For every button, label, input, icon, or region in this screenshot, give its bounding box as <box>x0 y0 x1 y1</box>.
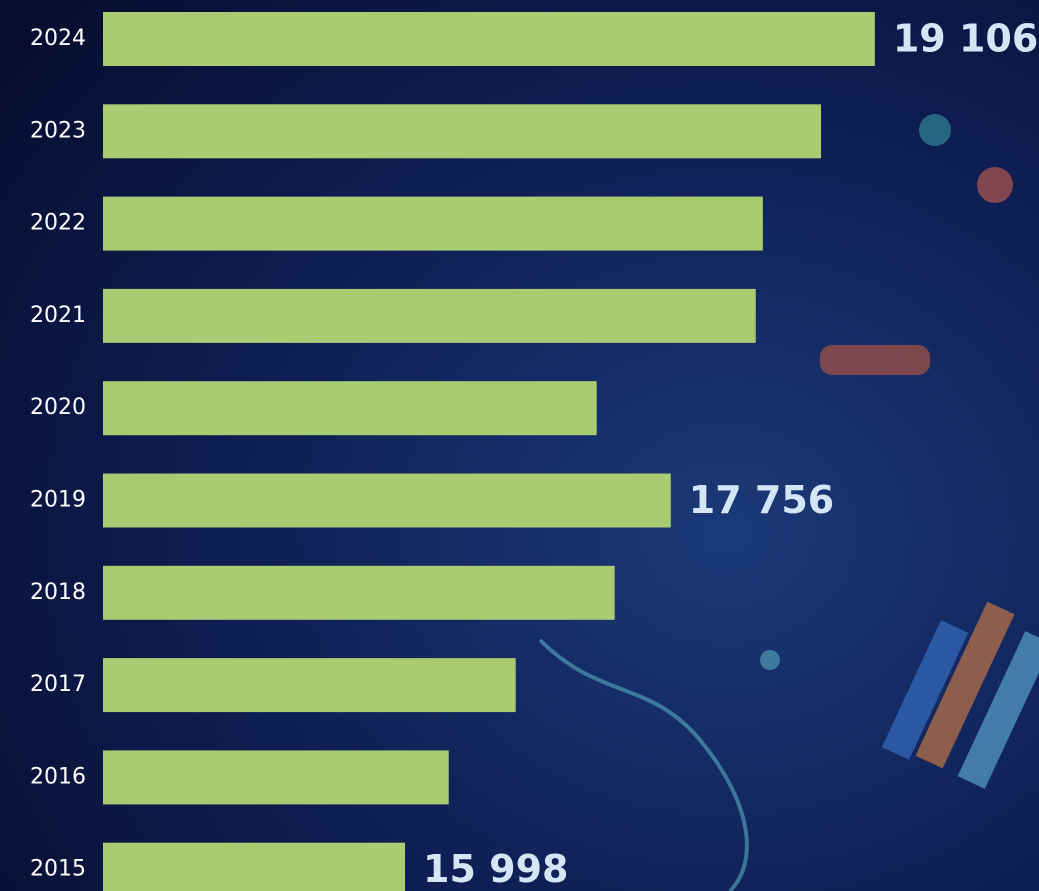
bar <box>103 104 822 159</box>
value-label: 15 998 <box>423 847 568 891</box>
y-tick-label: 2016 <box>30 764 86 789</box>
y-tick-label: 2024 <box>30 26 86 51</box>
bar <box>103 288 756 343</box>
value-label: 19 106 <box>893 17 1038 61</box>
y-tick-label: 2021 <box>30 303 86 328</box>
bar <box>103 750 449 805</box>
bar <box>103 565 615 620</box>
background-decoration <box>538 114 1039 891</box>
y-tick-label: 2019 <box>30 488 86 513</box>
bar <box>103 658 516 713</box>
bar <box>103 12 875 66</box>
bar <box>103 473 671 528</box>
y-tick-label: 2022 <box>30 211 86 236</box>
y-tick-label: 2018 <box>30 580 86 605</box>
bar <box>103 196 763 251</box>
bar <box>103 381 597 436</box>
y-tick-label: 2020 <box>30 395 86 420</box>
y-tick-label: 2023 <box>30 118 86 143</box>
y-tick-label: 2015 <box>30 857 86 882</box>
value-label: 17 756 <box>689 478 834 522</box>
y-tick-label: 2017 <box>30 672 86 697</box>
bar <box>103 842 406 891</box>
